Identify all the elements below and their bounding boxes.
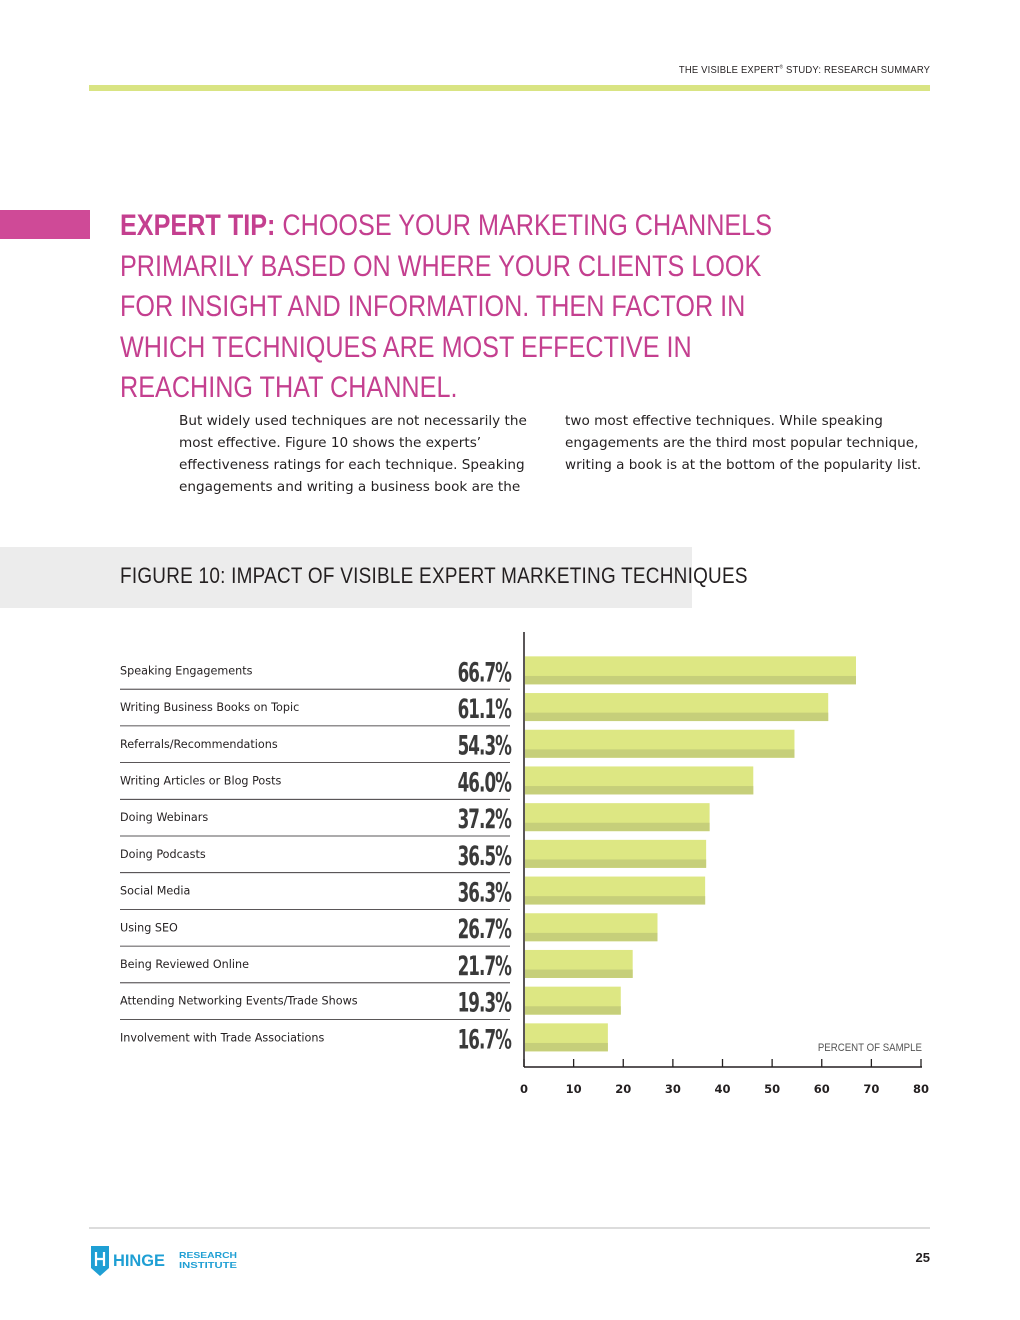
- x-tick-label: 80: [913, 1082, 929, 1096]
- x-tick-label: 60: [814, 1082, 830, 1096]
- category-label: Doing Webinars: [120, 811, 208, 824]
- header-rule: [89, 85, 930, 91]
- bar-shadow: [525, 749, 795, 758]
- expert-tip-text: CHOOSE YOUR MARKETING CHANNELS PRIMARILY…: [120, 209, 773, 404]
- bar-shadow: [525, 675, 856, 685]
- value-label: 16.7%: [458, 1024, 512, 1055]
- tip-accent-tab: [0, 210, 90, 239]
- bar-shadow: [525, 1006, 621, 1015]
- x-tick-label: 20: [615, 1082, 631, 1096]
- x-tick-label: 50: [764, 1082, 780, 1096]
- bar-shadow: [525, 712, 829, 722]
- body-text-column-1: But widely used techniques are not neces…: [179, 413, 527, 495]
- bar-chart: Speaking Engagements 66.7% Writing Busines…: [120, 632, 929, 1096]
- category-label: Doing Podcasts: [120, 848, 206, 861]
- value-label: 66.7%: [458, 657, 512, 688]
- value-label: 21.7%: [458, 951, 512, 982]
- bar-shadow: [525, 786, 754, 795]
- running-header: THE VISIBLE EXPERT® STUDY: RESEARCH SUMM…: [679, 64, 930, 76]
- bar-shadow: [525, 932, 658, 942]
- header-title: THE VISIBLE EXPERT: [678, 64, 780, 76]
- category-label: Being Reviewed Online: [120, 958, 249, 971]
- value-label: 36.3%: [458, 878, 512, 909]
- logo-research: RESEARCH: [179, 1250, 237, 1260]
- x-tick-label: 30: [665, 1082, 681, 1096]
- x-tick-label: 70: [863, 1082, 879, 1096]
- value-label: 36.5%: [458, 841, 512, 872]
- expert-tip-label: EXPERT TIP:: [120, 209, 276, 242]
- hinge-logo: HINGE RESEARCH INSTITUTE: [91, 1246, 237, 1276]
- x-tick-label: 10: [566, 1082, 582, 1096]
- category-label: Referrals/Recommendations: [120, 738, 278, 751]
- bar-shadow: [525, 969, 633, 978]
- bar-shadow: [525, 1042, 608, 1052]
- value-label: 46.0%: [458, 767, 512, 798]
- value-label: 61.1%: [458, 694, 512, 725]
- bar-shadow: [525, 896, 706, 905]
- category-label: Writing Articles or Blog Posts: [120, 774, 281, 787]
- category-label: Attending Networking Events/Trade Shows: [120, 995, 358, 1008]
- footer-rule: [89, 1227, 930, 1229]
- header-subtitle: STUDY: RESEARCH SUMMARY: [783, 64, 930, 76]
- figure-title: FIGURE 10: IMPACT OF VISIBLE EXPERT MARK…: [120, 563, 748, 588]
- x-axis-label: PERCENT OF SAMPLE: [818, 1043, 922, 1055]
- logo-institute: INSTITUTE: [179, 1260, 237, 1270]
- category-label: Speaking Engagements: [120, 664, 253, 677]
- page-number: 25: [915, 1250, 930, 1265]
- trademark-mark: ®: [779, 64, 784, 71]
- category-label: Social Media: [120, 885, 190, 898]
- bar-shadow: [525, 822, 710, 832]
- category-label: Writing Business Books on Topic: [120, 701, 299, 714]
- x-tick-label: 40: [714, 1082, 730, 1096]
- category-label: Using SEO: [120, 921, 178, 934]
- figure-title-band: [0, 547, 692, 608]
- category-label: Involvement with Trade Associations: [120, 1031, 324, 1044]
- x-tick-label: 0: [520, 1082, 528, 1096]
- value-label: 26.7%: [458, 914, 512, 945]
- body-text-column-2: two most effective techniques. While spe…: [565, 413, 922, 473]
- value-label: 54.3%: [458, 731, 512, 762]
- hinge-shield-icon: [91, 1246, 109, 1276]
- value-label: 37.2%: [458, 804, 512, 835]
- logo-word: HINGE: [113, 1251, 165, 1270]
- bar-shadow: [525, 859, 707, 868]
- value-label: 19.3%: [458, 988, 512, 1019]
- expert-tip: EXPERT TIP: CHOOSE YOUR MARKETING CHANNE…: [120, 206, 817, 409]
